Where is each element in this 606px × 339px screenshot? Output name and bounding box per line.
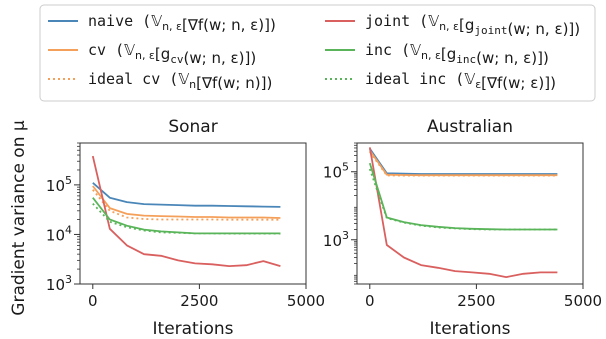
- chart-title-sonar: Sonar: [168, 117, 217, 137]
- legend-label-joint: joint (𝕍n, ε[gjoint(w; n, ε)]): [365, 12, 580, 38]
- series-line-cv: [92, 185, 281, 219]
- series-line-inc: [92, 197, 281, 235]
- x-axis-label-australian: Iterations: [430, 319, 511, 339]
- legend: naive (𝕍n, ε[∇f(w; n, ε)]) cv (𝕍n, ε[gcv(…: [39, 4, 596, 102]
- legend-label-naive: naive (𝕍n, ε[∇f(w; n, ε)]): [88, 12, 276, 34]
- x-tick-label: 5000: [564, 292, 602, 310]
- chart-australian: Australian 0 2500 5000 103 105 Iterations: [323, 117, 602, 339]
- legend-frame: [39, 4, 596, 102]
- series-line-ideal-inc: [92, 202, 281, 235]
- legend-label-cv: cv (𝕍n, ε[gcv(w; n, ε)]): [88, 41, 256, 67]
- series-line-ideal-cv: [369, 151, 558, 177]
- plot-frame-australian: [356, 142, 584, 285]
- y-tick-label: 103: [323, 229, 349, 250]
- series-line-ideal-cv: [92, 189, 281, 221]
- series-line-naive: [369, 148, 558, 175]
- chart-sonar: Sonar 0 2500 5000 103 104 105 Iterations: [46, 117, 325, 339]
- x-tick-label: 5000: [287, 292, 325, 310]
- legend-label-inc: inc (𝕍n, ε[ginc(w; n, ε)]): [365, 41, 549, 67]
- x-tick-label: 0: [365, 292, 375, 310]
- y-tick-label: 103: [46, 273, 72, 294]
- legend-label-ideal-cv: ideal cv (𝕍n[∇f(w; n)]): [88, 70, 272, 92]
- y-axis-label: Gradient variance on μ: [9, 120, 29, 316]
- series-line-joint: [91, 155, 281, 267]
- y-tick-label: 104: [46, 223, 72, 244]
- x-tick-label: 2500: [180, 292, 218, 310]
- chart-title-australian: Australian: [427, 117, 513, 137]
- plot-frame-sonar: [79, 142, 307, 285]
- series-line-naive: [92, 182, 281, 208]
- x-tick-label: 2500: [457, 292, 495, 310]
- y-tick-label: 105: [323, 161, 349, 182]
- x-tick-label: 0: [88, 292, 98, 310]
- y-tick-label: 105: [46, 174, 72, 195]
- series-line-ideal-inc: [368, 168, 558, 231]
- series-line-cv: [369, 149, 558, 177]
- x-axis-label-sonar: Iterations: [153, 319, 234, 339]
- legend-label-ideal-inc: ideal inc (𝕍ε[∇f(w; ε)]): [365, 70, 556, 92]
- series-line-joint: [368, 147, 558, 278]
